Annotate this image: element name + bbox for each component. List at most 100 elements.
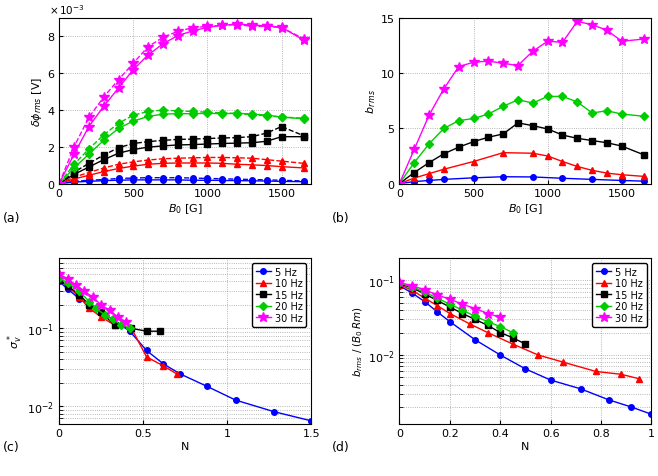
20 Hz — [446, 302, 454, 307]
5 Hz — [647, 411, 655, 417]
15 Hz — [156, 328, 164, 334]
X-axis label: N: N — [521, 441, 530, 451]
15 Hz — [111, 323, 118, 328]
15 Hz — [496, 330, 504, 336]
X-axis label: $B_0$ [G]: $B_0$ [G] — [508, 202, 543, 216]
15 Hz — [420, 291, 428, 297]
20 Hz — [64, 281, 72, 287]
20 Hz — [55, 275, 63, 281]
20 Hz — [109, 317, 117, 323]
Text: $\times\,10^{-3}$: $\times\,10^{-3}$ — [49, 4, 85, 18]
X-axis label: N: N — [181, 441, 190, 451]
Text: (c): (c) — [3, 440, 20, 453]
30 Hz — [64, 277, 72, 282]
10 Hz — [143, 354, 151, 360]
30 Hz — [408, 283, 416, 289]
5 Hz — [420, 299, 428, 305]
10 Hz — [111, 323, 118, 328]
10 Hz — [395, 282, 403, 288]
30 Hz — [446, 297, 454, 302]
5 Hz — [471, 337, 479, 343]
5 Hz — [395, 283, 403, 289]
5 Hz — [92, 306, 100, 312]
5 Hz — [176, 371, 184, 377]
Legend: 5 Hz, 10 Hz, 15 Hz, 20 Hz, 30 Hz: 5 Hz, 10 Hz, 15 Hz, 20 Hz, 30 Hz — [592, 263, 647, 327]
5 Hz — [55, 279, 63, 285]
Line: 10 Hz: 10 Hz — [57, 278, 180, 377]
Line: 5 Hz: 5 Hz — [397, 283, 654, 417]
10 Hz — [509, 341, 517, 347]
10 Hz — [159, 363, 167, 369]
10 Hz — [76, 295, 84, 301]
10 Hz — [446, 311, 454, 317]
15 Hz — [446, 305, 454, 310]
20 Hz — [484, 319, 492, 325]
20 Hz — [509, 330, 517, 336]
Line: 15 Hz: 15 Hz — [57, 278, 163, 334]
20 Hz — [420, 289, 428, 295]
20 Hz — [408, 285, 416, 290]
15 Hz — [97, 310, 105, 316]
15 Hz — [76, 292, 84, 298]
Y-axis label: $\delta\phi_{rms}$ [V]: $\delta\phi_{rms}$ [V] — [30, 77, 45, 127]
Y-axis label: $\sigma_v^*$: $\sigma_v^*$ — [5, 334, 24, 348]
5 Hz — [232, 397, 240, 403]
5 Hz — [547, 377, 555, 383]
5 Hz — [577, 386, 585, 392]
30 Hz — [89, 295, 97, 301]
Text: (b): (b) — [332, 211, 350, 224]
15 Hz — [459, 311, 467, 317]
10 Hz — [635, 376, 643, 382]
30 Hz — [471, 306, 479, 312]
15 Hz — [408, 285, 416, 291]
30 Hz — [97, 302, 105, 308]
5 Hz — [433, 309, 441, 315]
15 Hz — [471, 317, 479, 323]
30 Hz — [106, 308, 114, 314]
20 Hz — [496, 324, 504, 330]
20 Hz — [117, 323, 125, 328]
Line: 30 Hz: 30 Hz — [55, 269, 132, 327]
30 Hz — [55, 271, 63, 277]
20 Hz — [471, 314, 479, 319]
5 Hz — [143, 348, 151, 354]
30 Hz — [496, 315, 504, 320]
10 Hz — [64, 284, 72, 289]
10 Hz — [420, 296, 428, 301]
15 Hz — [128, 326, 136, 332]
5 Hz — [446, 319, 454, 325]
20 Hz — [395, 281, 403, 287]
5 Hz — [408, 290, 416, 296]
15 Hz — [143, 328, 151, 334]
5 Hz — [76, 296, 84, 302]
5 Hz — [627, 404, 635, 410]
Line: 20 Hz: 20 Hz — [57, 275, 132, 331]
Y-axis label: $b_{r\,ms}$: $b_{r\,ms}$ — [364, 89, 378, 114]
20 Hz — [433, 296, 441, 301]
5 Hz — [126, 328, 134, 334]
5 Hz — [496, 352, 504, 358]
10 Hz — [128, 326, 136, 332]
5 Hz — [270, 409, 278, 415]
10 Hz — [97, 315, 105, 320]
20 Hz — [126, 326, 134, 332]
5 Hz — [64, 287, 72, 292]
Text: (a): (a) — [3, 211, 21, 224]
Y-axis label: $b_{rms}$ / ($B_0\,Rm$): $b_{rms}$ / ($B_0\,Rm$) — [351, 306, 365, 377]
X-axis label: $B_0$ [G]: $B_0$ [G] — [168, 202, 203, 216]
10 Hz — [433, 303, 441, 309]
15 Hz — [55, 278, 63, 283]
10 Hz — [534, 352, 542, 358]
15 Hz — [86, 302, 93, 308]
30 Hz — [433, 292, 441, 298]
10 Hz — [86, 306, 93, 312]
10 Hz — [559, 359, 567, 365]
30 Hz — [72, 283, 80, 288]
5 Hz — [307, 418, 315, 424]
Line: 20 Hz: 20 Hz — [397, 281, 516, 336]
5 Hz — [203, 384, 211, 389]
15 Hz — [509, 335, 517, 341]
10 Hz — [617, 372, 625, 377]
10 Hz — [484, 330, 492, 336]
30 Hz — [484, 311, 492, 317]
